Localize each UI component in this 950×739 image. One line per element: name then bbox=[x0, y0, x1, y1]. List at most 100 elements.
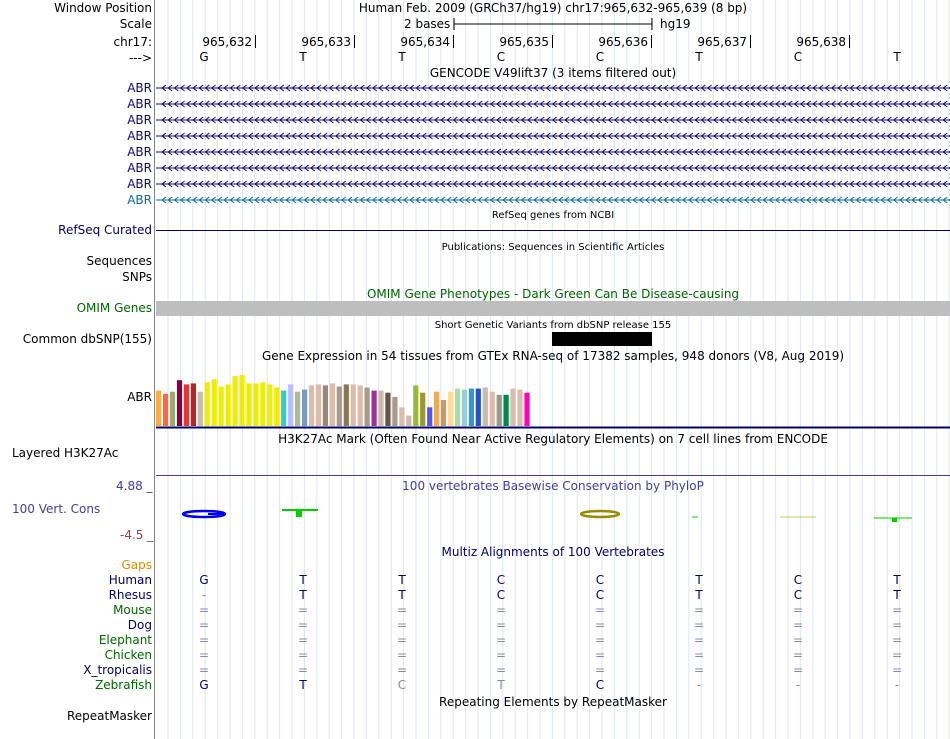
gtex-tissue-bar[interactable] bbox=[274, 387, 280, 427]
gtex-tissue-bar[interactable] bbox=[496, 394, 502, 426]
refseq-label[interactable]: RefSeq Curated bbox=[58, 223, 152, 237]
gtex-tissue-bar[interactable] bbox=[468, 388, 474, 426]
gencode-transcript[interactable] bbox=[156, 179, 950, 189]
gtex-tissue-bar[interactable] bbox=[204, 382, 210, 426]
gtex-tissue-bar[interactable] bbox=[308, 385, 315, 426]
gencode-transcript[interactable] bbox=[156, 163, 950, 173]
gtex-tissue-bar[interactable] bbox=[461, 389, 467, 426]
gtex-tissue-bar[interactable] bbox=[406, 415, 412, 426]
gtex-tissue-bar[interactable] bbox=[371, 390, 377, 426]
gtex-tissue-bar[interactable] bbox=[454, 388, 461, 426]
gtex-tissue-bar[interactable] bbox=[336, 386, 342, 427]
gencode-transcript[interactable] bbox=[156, 147, 950, 157]
gtex-tissue-bar[interactable] bbox=[399, 407, 405, 426]
gtex-tissue-bar[interactable] bbox=[246, 383, 252, 426]
species-base: T bbox=[893, 588, 901, 602]
snps-label[interactable]: SNPs bbox=[122, 270, 152, 284]
h3k27ac-label[interactable]: Layered H3K27Ac bbox=[12, 446, 119, 460]
gtex-tissue-bar[interactable] bbox=[232, 376, 238, 426]
gtex-tissue-bar[interactable] bbox=[392, 396, 398, 426]
gtex-tissue-bar[interactable] bbox=[378, 390, 384, 426]
gtex-tissue-bar[interactable] bbox=[427, 407, 433, 426]
gtex-tissue-bar[interactable] bbox=[475, 388, 481, 426]
gtex-tissue-bar[interactable] bbox=[156, 390, 162, 426]
gtex-tissue-bar[interactable] bbox=[225, 384, 231, 426]
gtex-tissue-bar[interactable] bbox=[434, 391, 440, 426]
gencode-transcript-label[interactable]: ABR bbox=[127, 81, 152, 95]
gtex-tissue-bar[interactable] bbox=[385, 392, 391, 426]
species-label[interactable]: Rhesus bbox=[108, 588, 152, 602]
repeatmasker-label[interactable]: RepeatMasker bbox=[66, 709, 152, 723]
gtex-tissue-bar[interactable] bbox=[190, 383, 196, 426]
gtex-tissue-bar[interactable] bbox=[322, 385, 328, 426]
species-label[interactable]: Chicken bbox=[104, 648, 152, 662]
species-base: = bbox=[891, 663, 903, 677]
gtex-tissue-bar[interactable] bbox=[517, 389, 523, 426]
gtex-tissue-bar[interactable] bbox=[315, 384, 321, 426]
species-base: = bbox=[594, 603, 606, 617]
gencode-transcript-label[interactable]: ABR bbox=[127, 129, 152, 143]
gtex-tissue-bar[interactable] bbox=[211, 379, 217, 426]
refseq-line[interactable] bbox=[156, 230, 950, 231]
gtex-tissue-bar[interactable] bbox=[288, 384, 294, 426]
gencode-transcript[interactable] bbox=[156, 115, 950, 125]
gtex-tissue-bar[interactable] bbox=[329, 383, 335, 426]
gtex-tissue-bar[interactable] bbox=[163, 393, 169, 426]
gtex-tissue-bar[interactable] bbox=[489, 391, 495, 426]
species-label[interactable]: Mouse bbox=[113, 603, 152, 617]
gencode-transcript[interactable] bbox=[156, 83, 950, 93]
gtex-tissue-bar[interactable] bbox=[350, 384, 356, 426]
gtex-tissue-bar[interactable] bbox=[503, 394, 509, 426]
gtex-tissue-bar[interactable] bbox=[197, 391, 203, 426]
gtex-chart[interactable] bbox=[156, 362, 950, 430]
species-base: C bbox=[595, 678, 605, 692]
gtex-tissue-bar[interactable] bbox=[295, 391, 301, 426]
gtex-tissue-bar[interactable] bbox=[281, 390, 287, 426]
species-label[interactable]: Human bbox=[108, 573, 152, 587]
dbsnp-label[interactable]: Common dbSNP(155) bbox=[22, 332, 152, 346]
gencode-transcript-label[interactable]: ABR bbox=[127, 113, 152, 127]
gtex-tissue-bar[interactable] bbox=[343, 384, 349, 426]
gtex-tissue-bar[interactable] bbox=[510, 388, 516, 426]
gtex-tissue-bar[interactable] bbox=[302, 389, 308, 426]
species-base: - bbox=[894, 678, 900, 692]
gtex-tissue-bar[interactable] bbox=[413, 385, 419, 426]
gtex-tissue-bar[interactable] bbox=[420, 392, 426, 426]
gencode-transcript-label[interactable]: ABR bbox=[127, 161, 152, 175]
gencode-transcript-label[interactable]: ABR bbox=[127, 177, 152, 191]
gtex-tissue-bar[interactable] bbox=[357, 385, 363, 426]
ruler-position: 965,633 bbox=[301, 35, 351, 49]
gtex-tissue-bar[interactable] bbox=[267, 384, 273, 426]
gtex-tissue-bar[interactable] bbox=[440, 400, 447, 426]
gtex-tissue-bar[interactable] bbox=[364, 387, 370, 427]
gtex-tissue-bar[interactable] bbox=[183, 384, 189, 426]
species-base: T bbox=[398, 588, 406, 602]
gtex-tissue-bar[interactable] bbox=[260, 382, 266, 426]
species-label[interactable]: Elephant bbox=[98, 633, 152, 647]
gencode-transcript-label[interactable]: ABR bbox=[127, 145, 152, 159]
omim-label[interactable]: OMIM Genes bbox=[76, 301, 152, 315]
gtex-tissue-bar[interactable] bbox=[524, 392, 530, 426]
gencode-transcript-label[interactable]: ABR bbox=[127, 193, 152, 207]
gtex-label[interactable]: ABR bbox=[127, 390, 152, 404]
dbsnp-variant[interactable] bbox=[552, 332, 652, 346]
gencode-transcript[interactable] bbox=[156, 131, 950, 141]
cons-logo[interactable] bbox=[156, 500, 950, 530]
cons-label[interactable]: 100 Vert. Cons bbox=[12, 502, 101, 516]
gtex-tissue-bar[interactable] bbox=[447, 391, 454, 426]
species-label[interactable]: Zebrafish bbox=[95, 678, 152, 692]
omim-bar[interactable] bbox=[156, 301, 950, 316]
species-label[interactable]: X_tropicalis bbox=[83, 663, 152, 677]
gencode-transcript[interactable] bbox=[156, 99, 950, 109]
gtex-tissue-bar[interactable] bbox=[218, 386, 224, 427]
gtex-tissue-bar[interactable] bbox=[169, 391, 176, 426]
gencode-transcript-label[interactable]: ABR bbox=[127, 97, 152, 111]
gaps-label[interactable]: Gaps bbox=[121, 558, 152, 572]
sequences-label[interactable]: Sequences bbox=[86, 254, 152, 268]
gtex-tissue-bar[interactable] bbox=[239, 375, 245, 426]
gtex-tissue-bar[interactable] bbox=[482, 387, 488, 427]
gtex-tissue-bar[interactable] bbox=[176, 380, 183, 426]
gtex-tissue-bar[interactable] bbox=[253, 383, 259, 426]
gencode-transcript[interactable] bbox=[156, 195, 950, 205]
species-label[interactable]: Dog bbox=[127, 618, 152, 632]
